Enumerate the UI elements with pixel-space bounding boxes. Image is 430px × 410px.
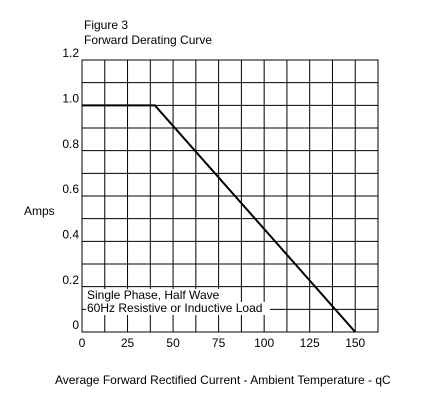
x-tick-label: 100: [254, 336, 274, 350]
annotation-bg: [86, 302, 270, 315]
annotation: 60Hz Resistive or Inductive Load: [87, 301, 262, 315]
y-tick-label: 0.8: [62, 137, 79, 151]
y-tick-label: 0: [72, 318, 79, 332]
curve: [82, 104, 356, 333]
y-tick-label: 1.0: [62, 92, 79, 106]
y-tick-label: 0.6: [62, 182, 79, 196]
y-axis-label: Amps: [24, 204, 55, 218]
y-tick-label: 0.2: [62, 273, 79, 287]
x-tick-label: 0: [79, 336, 86, 350]
chart-title: Figure 3: [84, 18, 128, 32]
y-tick-label: 1.2: [62, 46, 79, 60]
x-tick-label: 150: [345, 336, 365, 350]
annotation-bg: [86, 289, 228, 302]
y-tick-label: 0.4: [62, 228, 79, 242]
x-axis-label: Average Forward Rectified Current - Ambi…: [55, 373, 391, 387]
plot-frame: [81, 59, 379, 333]
annotation: Single Phase, Half Wave: [87, 288, 220, 302]
x-tick-label: 125: [300, 336, 320, 350]
chart-subtitle: Forward Derating Curve: [84, 33, 212, 47]
x-tick-label: 75: [212, 336, 226, 350]
x-tick-label: 25: [121, 336, 135, 350]
x-tick-label: 50: [166, 336, 180, 350]
